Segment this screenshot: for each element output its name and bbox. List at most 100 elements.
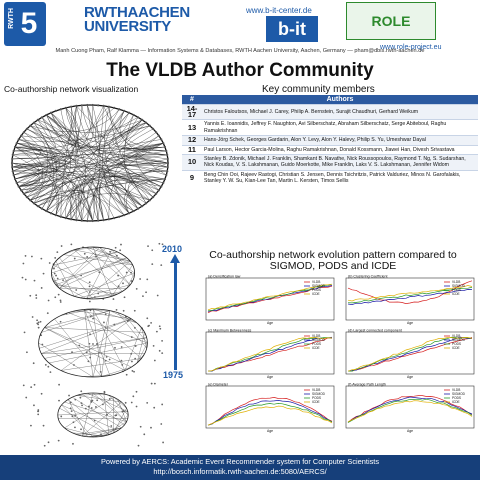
network-node [56, 277, 59, 280]
row-count: 12 [182, 135, 202, 146]
uni-line1: RWTHAACHEN [84, 4, 190, 21]
network-node [11, 165, 14, 169]
series-line [207, 336, 333, 372]
network-node [130, 352, 133, 355]
evolution-title-line1: Co-authorship network evolution pattern … [209, 249, 457, 261]
network-node [104, 359, 107, 362]
network-node [166, 161, 170, 165]
network-node [53, 272, 56, 275]
series-line [347, 396, 473, 423]
row-count: 14-17 [182, 103, 202, 120]
row-authors: Stanley B. Zdonik, Michael J. Franklin, … [202, 153, 478, 171]
network-node [104, 313, 107, 316]
network-node [64, 217, 67, 220]
network-node [46, 312, 49, 315]
network-node [25, 396, 28, 399]
network-node [47, 441, 50, 444]
network-node [161, 339, 163, 342]
network-node [47, 299, 50, 302]
network-node [35, 294, 38, 297]
network-node [92, 343, 94, 345]
network-node [102, 219, 105, 222]
network-node [72, 442, 74, 445]
network-node [113, 106, 116, 109]
network-node [105, 355, 108, 358]
network-node [165, 173, 168, 177]
legend-label: ICDE [312, 292, 320, 296]
network-node [58, 383, 60, 386]
network-node [45, 113, 48, 117]
network-node [122, 410, 125, 412]
plot-title: (f) Average Path Length [348, 383, 386, 387]
author-affiliation: Manh Cuong Pham, Ralf Klamma — Informati… [55, 48, 425, 54]
network-node [100, 433, 102, 436]
table-header-number: # [182, 95, 202, 104]
network-node [161, 243, 164, 246]
network-node [40, 207, 44, 210]
network-node [80, 219, 83, 222]
network-node [118, 108, 121, 111]
network-node [107, 218, 110, 221]
legend-label: PODS [452, 396, 461, 400]
network-node [148, 199, 151, 202]
legend-label: ICDE [452, 400, 460, 404]
network-node [114, 246, 117, 249]
legend-label: ICDE [452, 292, 460, 296]
network-node [40, 287, 43, 289]
network-node [23, 331, 26, 334]
network-node [88, 285, 91, 288]
legend-label: PODS [312, 342, 321, 346]
network-node [132, 113, 135, 117]
network-node [25, 195, 28, 199]
series-line [207, 285, 333, 312]
network-node [120, 243, 122, 246]
network-node [163, 145, 167, 149]
legend-label: PODS [452, 288, 461, 292]
network-node [136, 207, 140, 210]
network-node [86, 219, 89, 223]
legend-label: SIGMOD [312, 284, 326, 288]
network-node [36, 205, 39, 208]
series-line [347, 336, 473, 372]
legend-label: VLDB [312, 334, 320, 338]
legend-label: VLDB [452, 388, 460, 392]
network-node [80, 390, 83, 393]
network-node [95, 255, 97, 258]
network-node [32, 202, 35, 205]
network-node [40, 257, 43, 260]
network-node [90, 407, 93, 409]
network-node [82, 432, 85, 435]
row-count: 13 [182, 119, 202, 136]
network-node [70, 410, 73, 413]
network-node [160, 423, 163, 425]
network-node [136, 116, 140, 119]
legend-label: ICDE [452, 346, 460, 350]
network-node [107, 105, 110, 108]
table-row: 12 Hans-Jörg Schek, Georges Gardarin, Alo… [182, 135, 478, 146]
network-node [91, 103, 94, 107]
network-node [70, 243, 73, 246]
timeline-arrow-icon [170, 254, 180, 263]
legend-label: PODS [312, 288, 321, 292]
network-node [114, 346, 116, 349]
network-node [119, 249, 122, 252]
network-node [160, 264, 163, 267]
network-node [87, 360, 90, 363]
network-node [22, 131, 25, 134]
network-node [26, 351, 28, 354]
network-node [42, 272, 45, 275]
network-node [74, 426, 76, 429]
network-node [11, 169, 14, 173]
network-node [90, 400, 93, 403]
network-node [41, 343, 44, 346]
network-node [29, 199, 32, 202]
legend-label: SIGMOD [312, 338, 326, 342]
evolution-plot: (c) Maximum Betweenness Age VLDBSIGMODPODS… [205, 329, 335, 379]
network-node [75, 104, 78, 107]
network-node [59, 215, 62, 218]
network-node [75, 289, 78, 291]
network-node [108, 397, 111, 400]
network-node [35, 297, 38, 299]
table-row: 10 Stanley B. Zdonik, Michael J. Franklin… [182, 153, 478, 171]
plot-title: (d) Largest connected component [348, 329, 402, 333]
